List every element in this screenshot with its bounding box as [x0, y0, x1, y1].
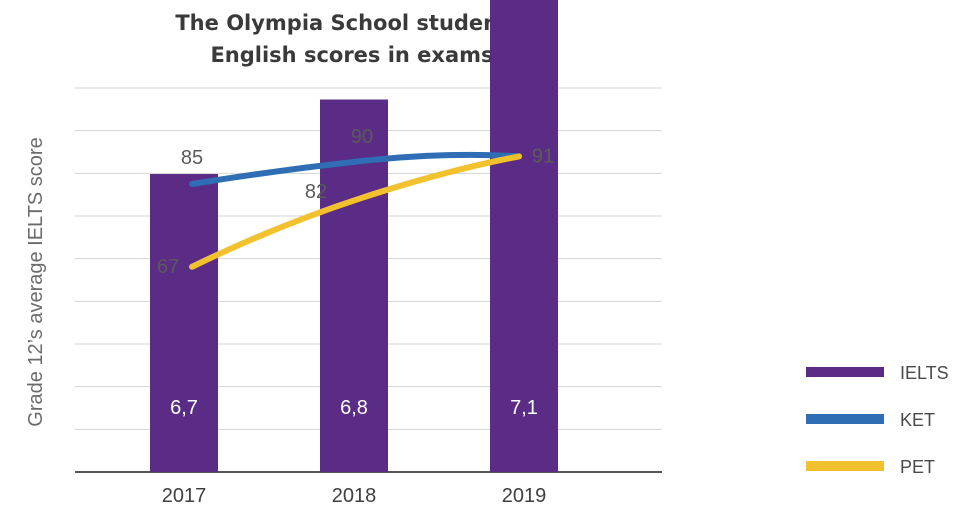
- x-tick-labels: 2017 2018 2019: [162, 485, 547, 506]
- x-tick-label: 2017: [162, 485, 207, 506]
- legend-label-ket: KET: [900, 410, 935, 430]
- lines: [189, 151, 522, 270]
- bar-value-label: 7,1: [510, 397, 538, 419]
- bar-ielts-2019: [490, 0, 558, 472]
- legend-swatch-ielts: [806, 367, 884, 377]
- bar-value-label: 6,7: [170, 397, 198, 419]
- bars: [150, 0, 558, 472]
- point-label-ket: 90: [351, 126, 373, 148]
- line-pet: [189, 153, 522, 270]
- bar-ielts-2017: [150, 174, 218, 472]
- line-ket: [189, 151, 522, 187]
- bar-value-label: 6,8: [340, 397, 368, 419]
- point-label-pet: 91: [532, 145, 554, 167]
- point-label-pet: 82: [305, 181, 327, 203]
- legend-label-ielts: IELTS: [900, 363, 949, 383]
- y-axis-label: Grade 12’s average IELTS score: [25, 137, 47, 426]
- legend-label-pet: PET: [900, 457, 935, 477]
- chart-title-line-2: English scores in exams: [210, 43, 493, 67]
- legend-swatch-ket: [806, 414, 884, 424]
- point-label-ket: 85: [181, 147, 203, 169]
- legend: IELTS KET PET: [806, 363, 949, 477]
- point-label-pet: 67: [157, 256, 179, 278]
- x-tick-label: 2018: [332, 485, 377, 506]
- x-tick-label: 2019: [502, 485, 547, 506]
- chart-title-line-1: The Olympia School students’: [175, 11, 528, 35]
- point-label-ket: 91: [532, 145, 554, 167]
- legend-swatch-pet: [806, 461, 884, 471]
